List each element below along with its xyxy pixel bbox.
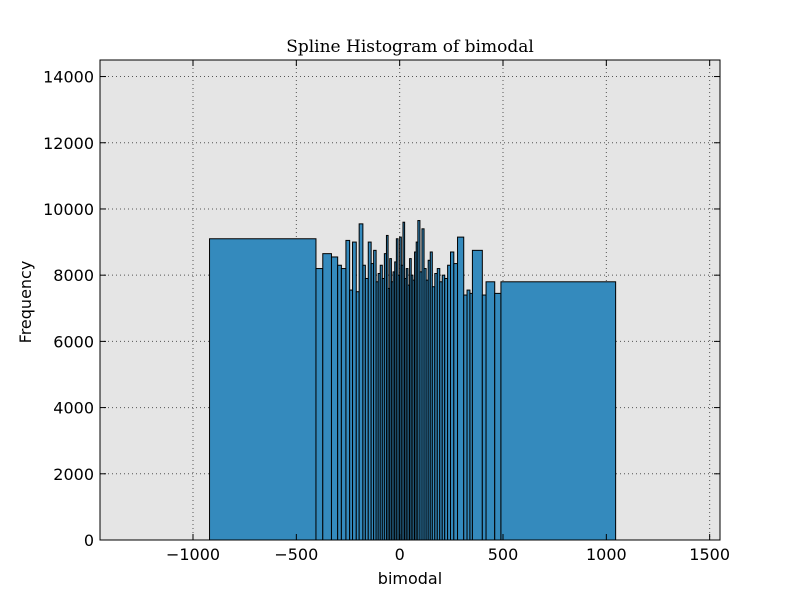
y-tick-label: 4000 <box>53 399 94 418</box>
y-tick-label: 6000 <box>53 332 94 351</box>
y-tick-label: 14000 <box>43 68 94 87</box>
histogram-bar <box>315 268 324 541</box>
histogram-bar <box>322 253 332 541</box>
y-tick-label: 2000 <box>53 465 94 484</box>
histogram-bar <box>481 294 487 541</box>
histogram-bar <box>471 249 483 541</box>
histogram-bar <box>457 236 465 541</box>
x-tick-label: 1000 <box>586 545 627 564</box>
histogram-bar <box>500 281 617 541</box>
axes-frame <box>99 59 721 541</box>
histogram-bar <box>340 268 347 541</box>
histogram-bar <box>453 263 459 541</box>
y-tick-label: 12000 <box>43 134 94 153</box>
x-tick-label: 500 <box>488 545 519 564</box>
chart-title: Spline Histogram of bimodal <box>286 37 534 57</box>
histogram-bar <box>337 264 342 541</box>
histogram-bar <box>494 292 502 541</box>
histogram-bar <box>345 239 351 541</box>
y-tick-label: 10000 <box>43 200 94 219</box>
histogram-bar <box>330 256 339 541</box>
ticks: −1000 −500 0 500 1000 1500 0 2000 4000 6000 8000 10… <box>43 60 730 564</box>
x-tick-label: −1000 <box>166 545 220 564</box>
histogram-bars <box>209 220 617 541</box>
x-tick-label: 1500 <box>689 545 730 564</box>
histogram-bar <box>352 241 357 541</box>
y-tick-label: 8000 <box>53 266 94 285</box>
x-tick-label: −500 <box>274 545 318 564</box>
histogram-bar <box>485 281 496 541</box>
histogram-bar <box>209 238 317 541</box>
x-tick-label: 0 <box>395 545 405 564</box>
x-axis-label: bimodal <box>378 569 442 588</box>
y-axis-label: Frequency <box>16 261 35 344</box>
y-tick-label: 0 <box>84 531 94 550</box>
histogram-bar <box>358 223 364 541</box>
